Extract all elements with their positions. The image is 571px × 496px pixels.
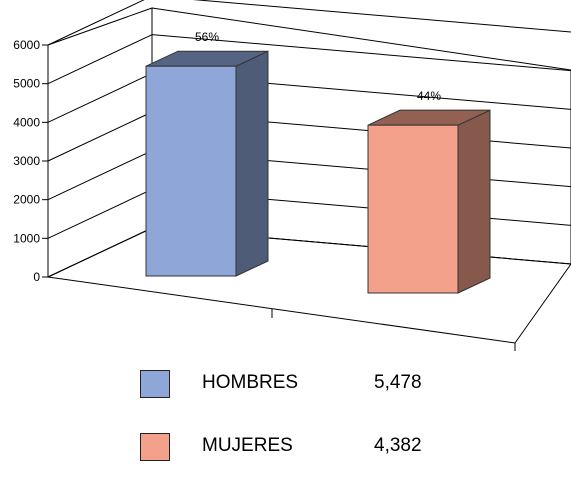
bars: 56% 44% bbox=[145, 30, 491, 294]
gridline bbox=[47, 72, 153, 123]
y-tick-label: 4000 bbox=[13, 115, 40, 129]
gridline bbox=[47, 34, 153, 85]
chart-walls bbox=[46, 7, 571, 344]
bar-side bbox=[457, 109, 491, 294]
bar-side bbox=[235, 50, 269, 277]
gridline bbox=[47, 188, 153, 239]
gridline bbox=[151, 34, 571, 72]
y-tick-label: 6000 bbox=[13, 38, 40, 52]
legend-label-hombres: HOMBRES bbox=[202, 372, 299, 393]
gridline bbox=[192, 0, 571, 33]
bar-chart: 0 1000 2000 3000 4000 5000 6000 56% 44% bbox=[13, 0, 571, 351]
y-tick-label: 0 bbox=[33, 270, 40, 284]
gridline bbox=[47, 0, 145, 46]
y-tick-label: 2000 bbox=[13, 193, 40, 207]
legend: HOMBRES 5,478 MUJERES 4,382 bbox=[140, 370, 500, 496]
bar-front bbox=[145, 65, 237, 277]
legend-value-mujeres: 4,382 bbox=[374, 435, 422, 456]
y-axis: 0 1000 2000 3000 4000 5000 6000 bbox=[13, 38, 49, 284]
bar-mujeres: 44% bbox=[367, 89, 491, 294]
legend-item-mujeres: MUJERES 4,382 bbox=[140, 433, 500, 463]
legend-label-mujeres: MUJERES bbox=[202, 435, 293, 456]
gridline bbox=[47, 111, 153, 162]
legend-swatch-mujeres bbox=[140, 433, 170, 461]
data-label-mujeres: 44% bbox=[417, 89, 441, 103]
legend-swatch-hombres bbox=[140, 370, 170, 398]
y-tick-label: 1000 bbox=[13, 231, 40, 245]
y-tick-label: 3000 bbox=[13, 154, 40, 168]
legend-item-hombres: HOMBRES 5,478 bbox=[140, 370, 500, 400]
legend-value-hombres: 5,478 bbox=[374, 372, 422, 393]
gridline bbox=[47, 227, 153, 278]
data-label-hombres: 56% bbox=[195, 30, 219, 44]
bar-front bbox=[367, 124, 459, 294]
gridline bbox=[47, 150, 153, 201]
bar-hombres: 56% bbox=[145, 30, 269, 277]
y-tick-label: 5000 bbox=[13, 77, 40, 91]
